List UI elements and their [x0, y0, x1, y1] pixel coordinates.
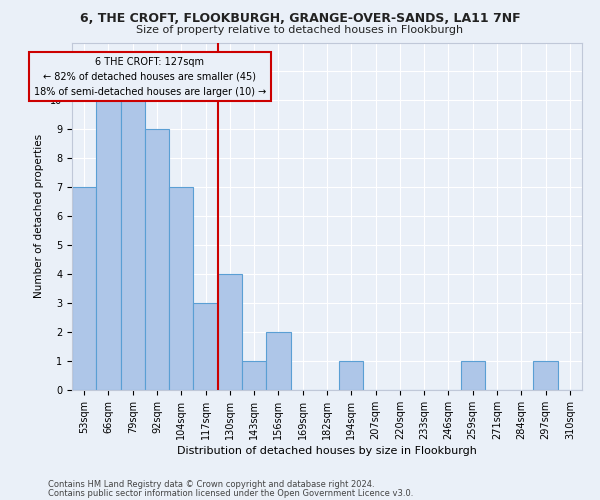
- Bar: [72, 188, 96, 390]
- Bar: [533, 361, 558, 390]
- Bar: [145, 130, 169, 390]
- Text: Contains public sector information licensed under the Open Government Licence v3: Contains public sector information licen…: [48, 489, 413, 498]
- Bar: [266, 332, 290, 390]
- Bar: [218, 274, 242, 390]
- Bar: [339, 361, 364, 390]
- Text: Size of property relative to detached houses in Flookburgh: Size of property relative to detached ho…: [136, 25, 464, 35]
- Bar: [121, 100, 145, 390]
- Text: 6, THE CROFT, FLOOKBURGH, GRANGE-OVER-SANDS, LA11 7NF: 6, THE CROFT, FLOOKBURGH, GRANGE-OVER-SA…: [80, 12, 520, 26]
- Bar: [169, 188, 193, 390]
- Bar: [193, 303, 218, 390]
- Bar: [461, 361, 485, 390]
- Text: Contains HM Land Registry data © Crown copyright and database right 2024.: Contains HM Land Registry data © Crown c…: [48, 480, 374, 489]
- Y-axis label: Number of detached properties: Number of detached properties: [34, 134, 44, 298]
- Bar: [96, 100, 121, 390]
- Bar: [242, 361, 266, 390]
- X-axis label: Distribution of detached houses by size in Flookburgh: Distribution of detached houses by size …: [177, 446, 477, 456]
- Text: 6 THE CROFT: 127sqm
← 82% of detached houses are smaller (45)
18% of semi-detach: 6 THE CROFT: 127sqm ← 82% of detached ho…: [34, 57, 266, 96]
